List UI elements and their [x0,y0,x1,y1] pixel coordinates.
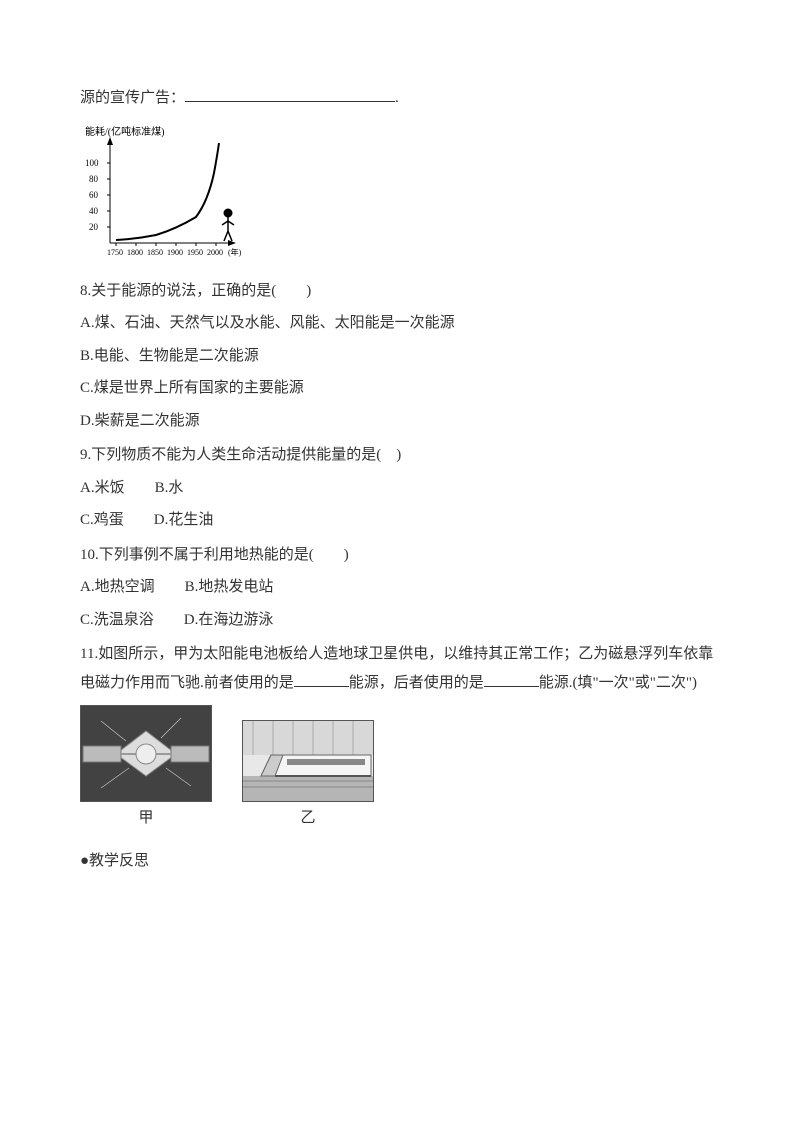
q9-stem: 9.下列物质不能为人类生命活动提供能量的是( ) [80,441,720,470]
q11-img-1-wrap: 甲 [80,705,212,833]
energy-chart: 能耗/(亿吨标准煤) 20 40 60 80 100 1750 1800 185… [80,123,720,263]
ytick-1: 40 [89,206,99,216]
ytick-2: 60 [89,190,99,200]
xtick-3: 1900 [167,248,183,257]
q10-AB: A.地热空调 B.地热发电站 [80,573,720,602]
q8-C: C.煤是世界上所有国家的主要能源 [80,374,720,403]
satellite-icon [80,705,212,802]
xtick-1: 1800 [127,248,143,257]
xtick-0: 1750 [107,248,123,257]
q8-A: A.煤、石油、天然气以及水能、风能、太阳能是一次能源 [80,309,720,338]
q11-images: 甲 乙 [80,705,720,833]
q8-stem: 8.关于能源的说法，正确的是( ) [80,277,720,306]
xtick-5: 2000 [207,248,223,257]
intro-prefix: 源的宣传广告： [80,90,185,106]
ytick-4: 100 [85,158,99,168]
intro-suffix: . [395,90,399,106]
chart-y-title: 能耗/(亿吨标准煤) [85,125,164,138]
q10-stem: 10.下列事例不属于利用地热能的是( ) [80,541,720,570]
ytick-0: 20 [89,222,99,232]
intro-line: 源的宣传广告：. [80,84,720,113]
xtick-2: 1850 [147,248,163,257]
q9-CD: C.鸡蛋 D.花生油 [80,506,720,535]
q9-AB: A.米饭 B.水 [80,474,720,503]
chart-bg [80,123,250,263]
q11-blank-1[interactable] [294,671,349,687]
intro-blank[interactable] [185,86,395,102]
xtick-4: 1950 [187,248,203,257]
q11-mid: 能源，后者使用的是 [349,675,484,691]
ytick-3: 80 [89,174,99,184]
q8-D: D.柴薪是二次能源 [80,407,720,436]
q11-img-1-caption: 甲 [80,804,212,833]
q11-stem: 11.如图所示，甲为太阳能电池板给人造地球卫星供电，以维持其正常工作；乙为磁悬浮… [80,640,720,697]
maglev-train-icon [242,720,374,802]
q11-post: 能源.(填"一次"或"二次") [539,675,697,691]
q11-blank-2[interactable] [484,671,539,687]
q11-img-2-wrap: 乙 [242,720,374,833]
q8-B: B.电能、生物能是二次能源 [80,342,720,371]
teaching-reflection: ●教学反思 [80,847,720,876]
q11-img-2-caption: 乙 [242,804,374,833]
q10-CD: C.洗温泉浴 D.在海边游泳 [80,606,720,635]
x-unit: (年) [228,247,242,257]
